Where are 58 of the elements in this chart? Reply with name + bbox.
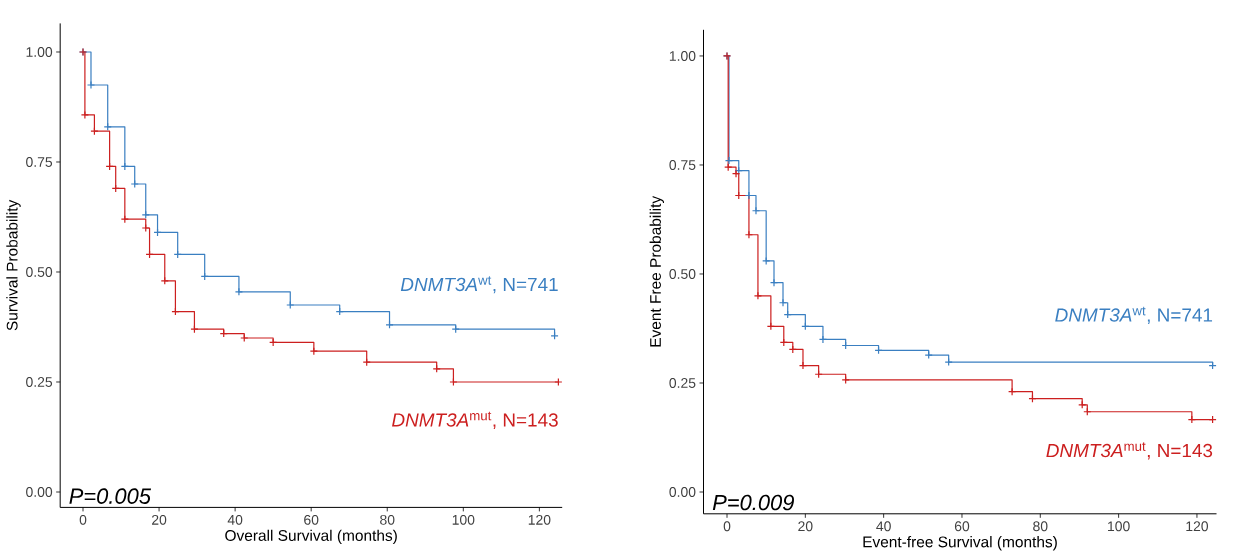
x-tick-label: 60 (954, 521, 970, 532)
y-tick-label: 0.25 (26, 377, 53, 387)
point (449, 377, 458, 387)
text: DNMT3A$^{wt}$, N=741 (1055, 306, 1213, 324)
y-tick-label: 1.00 (26, 47, 53, 57)
x-tick-label: 0 (723, 521, 731, 532)
point (234, 287, 244, 296)
point (286, 300, 295, 310)
point (769, 278, 779, 287)
point (80, 110, 89, 120)
y-axis-title: Survival Probability (6, 199, 21, 331)
y-tick-label: 1.00 (669, 51, 696, 61)
x-tick-label: 80 (1033, 521, 1048, 532)
x-tick-label: 20 (798, 521, 813, 532)
series-label: DNMT3A$^{wt}$, N=741 (400, 276, 558, 294)
x-tick-label: 80 (380, 514, 395, 525)
point (924, 350, 933, 360)
annotation: P=0.005 (69, 488, 152, 504)
y-tick-label: 0.00 (26, 487, 53, 497)
y-tick-label: 0.00 (669, 487, 696, 497)
point (944, 357, 953, 367)
point (818, 335, 828, 344)
x-tick-label: 120 (1186, 521, 1209, 532)
point (554, 377, 563, 387)
x-tick-label: 20 (152, 514, 167, 525)
point (141, 223, 150, 233)
point (86, 80, 96, 90)
x-tick-label: 40 (876, 521, 891, 532)
point (751, 206, 761, 215)
series-label: DNMT3A$^{mut}$, N=143 (1046, 442, 1213, 460)
y-axis-title: Event Free Probability (649, 195, 664, 347)
y-tick-label: 0.25 (669, 378, 696, 388)
point (798, 361, 808, 370)
point (724, 156, 734, 165)
point (841, 375, 850, 385)
series-label: DNMT3A$^{mut}$, N=143 (392, 411, 558, 429)
x-tick-label: 60 (304, 514, 319, 525)
x-tick-label: 0 (79, 514, 87, 525)
x-tick-label: 40 (227, 514, 243, 525)
x-tick-label: 100 (1108, 521, 1130, 532)
point (762, 256, 771, 265)
y-tick-label: 0.50 (26, 267, 53, 277)
x-axis-title: Overall Survival (months) (225, 529, 397, 545)
x-tick-label: 100 (452, 514, 475, 525)
point (766, 322, 775, 331)
annotation: P=0.009 (712, 494, 794, 511)
x-axis-title: Event-free Survival (months) (863, 536, 1057, 551)
y-tick-label: 0.75 (26, 157, 53, 167)
point (753, 291, 763, 300)
point (744, 230, 754, 239)
point (1008, 387, 1017, 396)
x-tick-label: 120 (528, 514, 551, 525)
point (724, 163, 733, 172)
point (240, 333, 249, 343)
y-tick-label: 0.75 (669, 160, 696, 170)
y-tick-label: 0.50 (669, 269, 696, 279)
point (778, 298, 788, 307)
point (130, 179, 139, 189)
